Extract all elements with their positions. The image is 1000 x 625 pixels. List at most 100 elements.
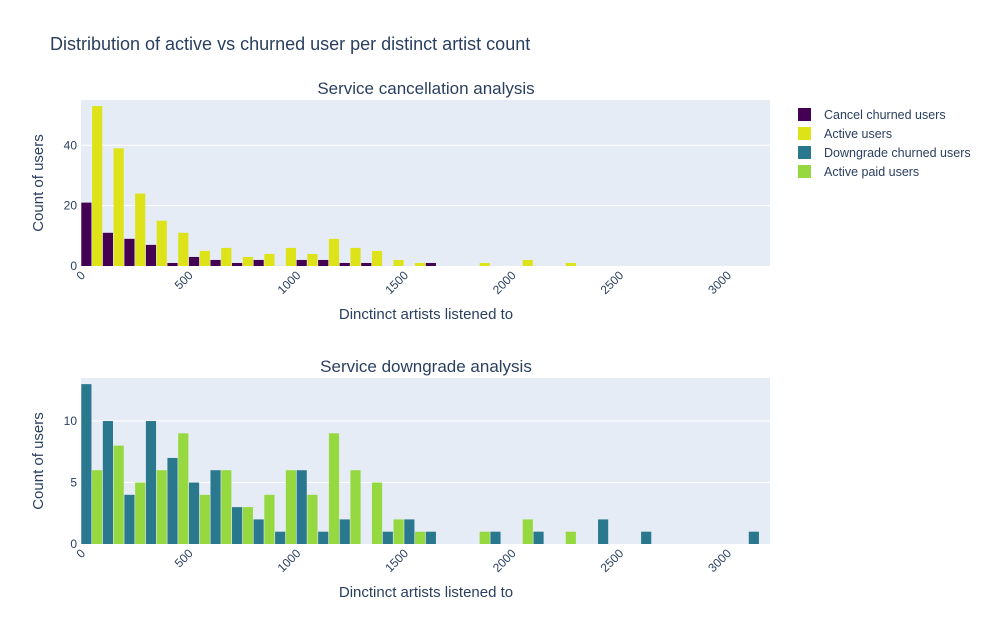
bar[interactable] [167, 457, 178, 544]
bar[interactable] [522, 519, 533, 544]
x-tick-label: 0 [73, 268, 88, 283]
legend-item[interactable]: Active users [798, 127, 892, 141]
chart-title: Distribution of active vs churned user p… [50, 34, 530, 54]
legend-item[interactable]: Active paid users [798, 165, 919, 179]
y-axis-label-cancellation: Count of users [30, 134, 47, 232]
bar[interactable] [221, 247, 232, 266]
bar[interactable] [371, 482, 383, 544]
plot-area: 0 20 40 0 500 1000 1500 2000 2500 3000 [64, 100, 770, 297]
bar[interactable] [188, 482, 200, 544]
bar[interactable] [124, 238, 135, 266]
bar[interactable] [264, 253, 275, 266]
bar[interactable] [565, 531, 576, 544]
x-tick-label: 3000 [705, 268, 734, 297]
bar[interactable] [296, 470, 307, 544]
bar[interactable] [490, 531, 501, 544]
bar[interactable] [156, 470, 167, 544]
bar[interactable] [167, 262, 178, 266]
bar[interactable] [135, 482, 146, 544]
legend-swatch [798, 127, 811, 140]
bar[interactable] [232, 507, 243, 544]
y-tick-label: 40 [64, 138, 78, 152]
x-tick-label: 0 [73, 546, 88, 561]
bar[interactable] [285, 470, 297, 544]
panel-title-downgrade: Service downgrade analysis [320, 357, 532, 376]
bar[interactable] [242, 507, 253, 544]
bar[interactable] [113, 445, 124, 544]
bar[interactable] [393, 519, 404, 544]
bar[interactable] [415, 262, 426, 266]
bar[interactable] [210, 259, 221, 266]
bar[interactable] [598, 519, 609, 544]
bar[interactable] [318, 531, 329, 544]
bar[interactable] [145, 421, 157, 544]
bar[interactable] [178, 232, 189, 266]
bar[interactable] [178, 433, 189, 544]
bar[interactable] [102, 232, 113, 266]
bar[interactable] [296, 259, 307, 266]
bar[interactable] [339, 519, 350, 544]
bar[interactable] [479, 262, 490, 266]
bar[interactable] [361, 262, 372, 266]
bar[interactable] [135, 193, 146, 266]
plot-area: 0 5 10 0 500 1000 1500 2000 2500 3000 [64, 378, 770, 575]
bar[interactable] [285, 247, 297, 266]
bar[interactable] [145, 244, 157, 266]
legend-item[interactable]: Downgrade churned users [798, 146, 971, 160]
bar[interactable] [253, 519, 264, 544]
bar[interactable] [415, 531, 426, 544]
bar[interactable] [199, 494, 210, 544]
bar[interactable] [275, 531, 286, 544]
bar[interactable] [113, 148, 124, 266]
bar[interactable] [425, 262, 436, 266]
bar[interactable] [393, 259, 404, 266]
bar[interactable] [522, 259, 533, 266]
y-tick-label: 5 [70, 476, 77, 490]
bar[interactable] [328, 238, 340, 266]
legend-label: Active paid users [824, 165, 919, 179]
legend-item[interactable]: Cancel churned users [798, 108, 946, 122]
bar[interactable] [318, 259, 329, 266]
bar[interactable] [242, 256, 253, 266]
bar[interactable] [188, 256, 200, 266]
x-tick-label: 1500 [382, 546, 411, 575]
bar[interactable] [210, 470, 221, 544]
bar[interactable] [232, 262, 243, 266]
bar[interactable] [479, 531, 490, 544]
bar[interactable] [81, 202, 92, 266]
bar[interactable] [350, 470, 361, 544]
bar[interactable] [221, 470, 232, 544]
x-tick-label: 1500 [382, 268, 411, 297]
bar[interactable] [156, 220, 167, 266]
x-tick-label: 3000 [705, 546, 734, 575]
bar[interactable] [199, 250, 210, 266]
bar[interactable] [264, 494, 275, 544]
bar[interactable] [533, 531, 544, 544]
bar[interactable] [92, 106, 103, 266]
bar[interactable] [371, 250, 383, 266]
bar[interactable] [382, 531, 393, 544]
bar[interactable] [307, 494, 318, 544]
bar[interactable] [425, 531, 436, 544]
x-tick-label: 1000 [275, 546, 304, 575]
x-tick-label: 2500 [598, 546, 627, 575]
bar[interactable] [328, 433, 340, 544]
bar[interactable] [339, 262, 350, 266]
x-tick-label: 500 [172, 268, 196, 292]
bar[interactable] [124, 494, 135, 544]
legend-label: Downgrade churned users [824, 146, 971, 160]
bar[interactable] [253, 259, 264, 266]
x-tick-label: 2000 [490, 546, 519, 575]
bar[interactable] [404, 519, 415, 544]
bar[interactable] [102, 421, 113, 544]
bar[interactable] [92, 470, 103, 544]
bar[interactable] [641, 531, 652, 544]
bar[interactable] [350, 247, 361, 266]
bar[interactable] [565, 262, 576, 266]
bar[interactable] [748, 531, 759, 544]
bar[interactable] [81, 384, 92, 544]
y-tick-label: 20 [64, 199, 78, 213]
legend: Cancel churned users Active users Downgr… [798, 108, 971, 179]
bar[interactable] [307, 253, 318, 266]
